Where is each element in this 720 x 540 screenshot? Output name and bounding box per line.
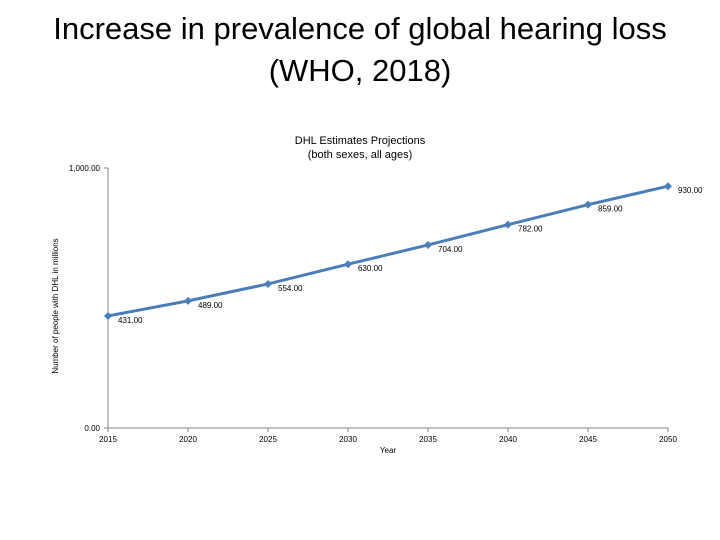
data-label: 489.00 (198, 301, 223, 310)
data-point (504, 220, 512, 229)
y-tick-label: 0.00 (84, 424, 100, 433)
data-point (104, 311, 112, 320)
x-axis-label: Year (380, 446, 397, 455)
data-label: 554.00 (278, 284, 303, 293)
x-ticks: 2015 2020 2025 2030 2035 2040 2045 2050 (99, 428, 677, 444)
slide-title: Increase in prevalence of global hearing… (0, 8, 720, 92)
data-label: 704.00 (438, 245, 463, 254)
data-point (344, 260, 352, 269)
x-tick-label: 2050 (659, 435, 677, 444)
data-point (264, 279, 272, 288)
data-label: 431.00 (118, 316, 143, 325)
y-ticks: 0.00 1,000.00 (69, 164, 108, 433)
x-tick-label: 2035 (419, 435, 437, 444)
data-label: 930.00 (678, 186, 703, 195)
x-tick-label: 2045 (579, 435, 597, 444)
data-point (664, 182, 672, 191)
data-point (424, 240, 432, 249)
data-label: 859.00 (598, 205, 623, 214)
x-tick-label: 2030 (339, 435, 357, 444)
slide-title-line-1: Increase in prevalence of global hearing… (53, 11, 667, 46)
x-tick-label: 2020 (179, 435, 197, 444)
x-tick-label: 2025 (259, 435, 277, 444)
data-point (584, 200, 592, 209)
data-label: 630.00 (358, 264, 383, 273)
series-line (107, 184, 669, 318)
series-dhl: 431.00 489.00 554.00 630.00 704.00 782.00 859.… (104, 182, 703, 325)
data-point (184, 296, 192, 305)
chart-title-line-1: DHL Estimates Projections (295, 135, 426, 147)
x-tick-label: 2040 (499, 435, 517, 444)
slide-title-line-2: (WHO, 2018) (268, 53, 452, 88)
y-tick-label: 1,000.00 (69, 164, 101, 173)
x-tick-label: 2015 (99, 435, 117, 444)
y-axis-label: Number of people with DHL in millions (51, 238, 60, 373)
chart-title-line-2: (both sexes, all ages) (308, 149, 413, 161)
data-label: 782.00 (518, 225, 543, 234)
